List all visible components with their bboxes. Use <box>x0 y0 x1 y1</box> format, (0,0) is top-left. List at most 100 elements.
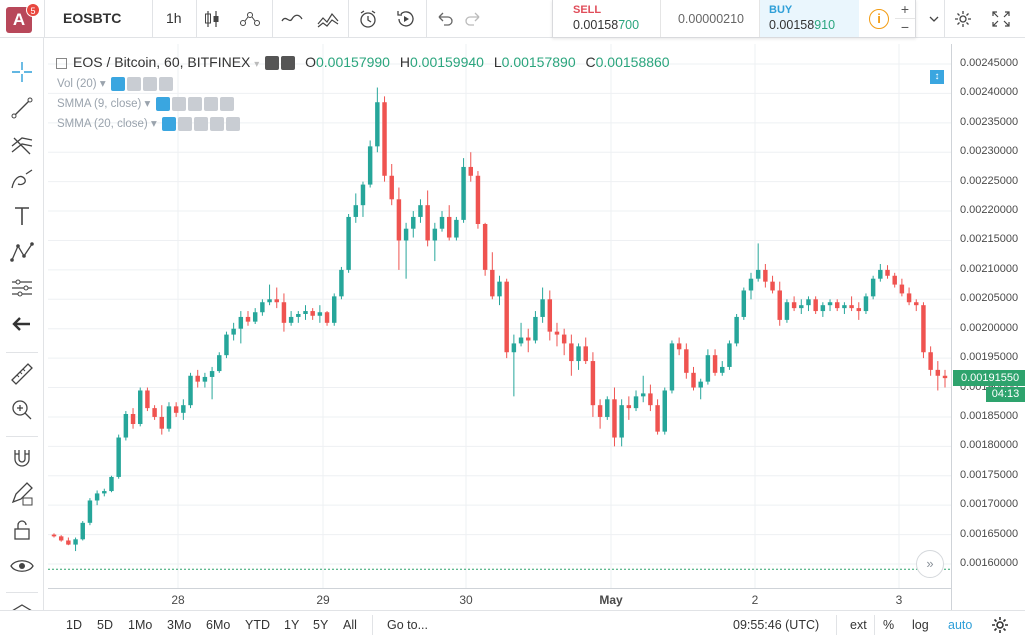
trend-line-icon[interactable] <box>8 94 36 122</box>
collapse-icon[interactable] <box>56 57 67 69</box>
close-icon[interactable] <box>225 116 240 131</box>
candle-body <box>396 199 402 241</box>
clock[interactable]: 09:55:46 (UTC) <box>733 618 820 632</box>
stay-in-drawing-icon[interactable] <box>8 480 36 508</box>
source-icon[interactable] <box>187 96 202 111</box>
prediction-icon[interactable] <box>8 274 36 302</box>
eye-icon[interactable] <box>155 96 170 111</box>
settings-icon[interactable] <box>126 76 141 91</box>
range-3mo[interactable]: 3Mo <box>167 618 192 632</box>
percent-scale-toggle[interactable]: % <box>883 618 895 632</box>
buy-button[interactable]: BUY 0.00158910 <box>759 0 859 37</box>
extended-hours-toggle[interactable]: ext <box>850 618 867 632</box>
symbol-search[interactable]: EOSBTC <box>63 10 122 26</box>
chevron-down-icon[interactable] <box>922 8 946 30</box>
range-all[interactable]: All <box>343 618 357 632</box>
log-scale-toggle[interactable]: log <box>912 618 929 632</box>
candle-body <box>173 406 179 413</box>
candles-icon[interactable] <box>200 8 224 30</box>
candle-body <box>446 216 452 238</box>
candle <box>58 535 64 542</box>
open-value: 0.00157990 <box>316 54 390 70</box>
interval-button[interactable]: 1h <box>166 10 182 26</box>
notification-badge: 5 <box>26 3 40 17</box>
arrow-left-icon[interactable] <box>8 310 36 338</box>
add-icon[interactable] <box>209 116 224 131</box>
candle-body <box>849 305 854 309</box>
candle-body <box>511 343 517 353</box>
price-axis[interactable]: 0.00245000 0.00240000 0.00235000 0.00230000… <box>951 44 1025 610</box>
pitchfork-icon[interactable] <box>8 130 36 158</box>
time-tick: 30 <box>459 593 473 607</box>
candle-body <box>73 539 78 545</box>
gear-icon[interactable] <box>951 8 975 30</box>
add-icon[interactable] <box>142 76 157 91</box>
fullscreen-icon[interactable] <box>989 8 1013 30</box>
eye-icon[interactable] <box>110 76 125 91</box>
candle-body <box>245 316 251 322</box>
eye-icon[interactable] <box>161 116 176 131</box>
candle <box>755 243 761 282</box>
settings-icon[interactable] <box>171 96 186 111</box>
chart-pane[interactable]: EOS / Bitcoin, 60, BITFINEX ▾ O0.0015799… <box>48 44 1025 610</box>
range-1d[interactable]: 1D <box>66 618 82 632</box>
eye-icon[interactable] <box>8 552 36 580</box>
legend-title: EOS / Bitcoin, 60, BITFINEX <box>73 54 251 70</box>
candle <box>540 287 545 323</box>
lock-icon[interactable] <box>8 516 36 544</box>
undo-icon[interactable] <box>432 8 456 30</box>
compare-icon[interactable] <box>238 8 262 30</box>
candle-body <box>899 284 905 294</box>
time-axis[interactable]: 28 29 30 May 2 3 <box>48 588 951 610</box>
text-tool-icon[interactable] <box>8 202 36 230</box>
pattern-icon[interactable] <box>8 238 36 266</box>
range-6mo[interactable]: 6Mo <box>206 618 231 632</box>
brush-icon[interactable] <box>8 166 36 194</box>
candle <box>784 299 790 323</box>
candle <box>332 293 337 326</box>
gear-icon[interactable] <box>988 614 1008 634</box>
quantity-minus-button[interactable]: − <box>900 19 910 35</box>
candle-body <box>820 305 826 312</box>
candlestick-chart[interactable] <box>48 44 951 588</box>
alert-icon[interactable] <box>356 8 380 30</box>
range-5d[interactable]: 5D <box>97 618 113 632</box>
range-ytd[interactable]: YTD <box>245 618 270 632</box>
add-icon[interactable] <box>203 96 218 111</box>
candle <box>590 352 596 417</box>
crosshair-icon[interactable] <box>8 58 36 86</box>
studies-icon[interactable] <box>316 8 340 30</box>
candle-body <box>317 312 323 316</box>
settings-icon[interactable] <box>281 56 296 71</box>
source-icon[interactable] <box>193 116 208 131</box>
candle <box>569 334 574 376</box>
scroll-to-realtime-button[interactable]: » <box>916 550 944 578</box>
indicator-smma-20[interactable]: SMMA (20, close) ▾ <box>57 116 240 131</box>
ruler-icon[interactable] <box>8 360 36 388</box>
legend-menu-icon[interactable]: ▾ <box>254 59 260 70</box>
candle-body <box>439 216 445 229</box>
redo-icon[interactable] <box>462 8 486 30</box>
settings-icon[interactable] <box>177 116 192 131</box>
candle-body <box>763 269 768 282</box>
close-icon[interactable] <box>219 96 234 111</box>
candle-body <box>159 416 165 429</box>
sell-button[interactable]: SELL 0.00158700 <box>553 0 661 37</box>
range-5y[interactable]: 5Y <box>313 618 329 632</box>
goto-button[interactable]: Go to... <box>387 618 428 632</box>
replay-icon[interactable] <box>394 8 418 30</box>
eye-icon[interactable] <box>265 56 280 71</box>
close-icon[interactable] <box>158 76 173 91</box>
indicator-volume[interactable]: Vol (20) ▾ <box>57 76 173 91</box>
scale-toggle-icon[interactable]: ↕ <box>930 70 944 84</box>
candle-body <box>885 269 890 276</box>
quantity-plus-button[interactable]: + <box>895 1 915 19</box>
auto-scale-toggle[interactable]: auto <box>948 618 973 632</box>
magnet-icon[interactable] <box>8 444 36 472</box>
range-1y[interactable]: 1Y <box>284 618 300 632</box>
indicators-icon[interactable] <box>280 8 304 30</box>
range-1mo[interactable]: 1Mo <box>128 618 153 632</box>
indicator-smma-9[interactable]: SMMA (9, close) ▾ <box>57 96 234 111</box>
zoom-icon[interactable] <box>8 396 36 424</box>
info-icon[interactable]: i <box>869 9 889 29</box>
